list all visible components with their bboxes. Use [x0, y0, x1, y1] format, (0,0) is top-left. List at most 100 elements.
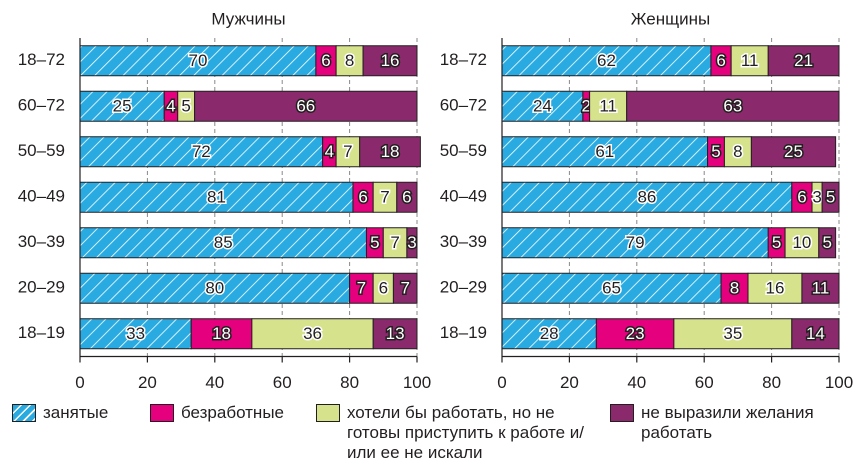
- value-label: 72: [192, 142, 211, 161]
- bar-segment: [673, 318, 793, 350]
- bar-segment: [392, 272, 418, 304]
- bar-segment: [362, 45, 418, 77]
- value-label: 5: [822, 233, 831, 252]
- x-tick-label: 80: [340, 373, 359, 392]
- legend-swatch: [12, 404, 36, 422]
- bar-segment: [359, 136, 421, 168]
- x-tick-label: 20: [138, 373, 157, 392]
- y-tick-label: 50–59: [18, 141, 65, 160]
- legend-swatch: [610, 404, 634, 422]
- value-label: 8: [730, 279, 739, 298]
- legend-swatch: [150, 404, 174, 422]
- value-label: 33: [126, 324, 145, 343]
- value-label: 35: [723, 324, 742, 343]
- value-label: 63: [723, 97, 742, 116]
- bar-segment: [720, 272, 749, 304]
- value-label: 5: [370, 233, 379, 252]
- bar-segment: [406, 227, 418, 259]
- bar-segment: [747, 272, 803, 304]
- value-label: 86: [637, 188, 656, 207]
- value-label: 23: [626, 324, 645, 343]
- value-label: 3: [407, 233, 416, 252]
- x-tick-label: 100: [825, 373, 853, 392]
- y-tick-label: 18–72: [440, 50, 487, 69]
- value-label: 5: [772, 233, 781, 252]
- chart-title: Женщины: [631, 9, 710, 28]
- value-label: 8: [733, 142, 742, 161]
- value-label: 13: [386, 324, 405, 343]
- chart-title: Мужчины: [211, 9, 285, 28]
- bar-segment: [79, 45, 317, 77]
- value-label: 3: [812, 188, 821, 207]
- value-label: 7: [400, 279, 409, 298]
- value-label: 18: [381, 142, 400, 161]
- bar-segment: [79, 90, 165, 122]
- value-label: 6: [716, 51, 725, 70]
- value-label: 21: [794, 51, 813, 70]
- value-label: 80: [205, 279, 224, 298]
- y-tick-label: 18–72: [18, 50, 65, 69]
- bar-segment: [396, 181, 418, 213]
- y-tick-label: 30–39: [440, 232, 487, 251]
- bar-segment: [501, 272, 722, 304]
- value-label: 85: [214, 233, 233, 252]
- y-tick-label: 30–39: [18, 232, 65, 251]
- bar-segment: [821, 181, 840, 213]
- y-tick-label: 40–49: [18, 187, 65, 206]
- value-label: 5: [181, 97, 190, 116]
- value-label: 4: [166, 97, 175, 116]
- legend-label: безработные: [181, 403, 284, 422]
- value-label: 6: [379, 279, 388, 298]
- legend-label: не выразили желания работать: [641, 403, 814, 442]
- bar-segment: [335, 45, 364, 77]
- bar-segment: [79, 136, 324, 168]
- x-tick-label: 40: [627, 373, 646, 392]
- x-tick-label: 20: [560, 373, 579, 392]
- bar-segment: [589, 90, 628, 122]
- value-label: 5: [711, 142, 720, 161]
- x-tick-label: 60: [695, 373, 714, 392]
- bar-segment: [79, 181, 354, 213]
- value-label: 65: [602, 279, 621, 298]
- x-tick-label: 100: [403, 373, 431, 392]
- value-label: 36: [303, 324, 322, 343]
- value-label: 70: [188, 51, 207, 70]
- bar-segment: [190, 318, 253, 350]
- value-label: 79: [626, 233, 645, 252]
- value-label: 18: [212, 324, 231, 343]
- value-label: 11: [741, 51, 759, 70]
- bar-segment: [501, 227, 769, 259]
- bar-segment: [801, 272, 840, 304]
- bar-segment: [251, 318, 374, 350]
- bar-segment: [501, 136, 709, 168]
- bar-segment: [501, 45, 712, 77]
- bar-segment: [595, 318, 675, 350]
- value-label: 6: [358, 188, 367, 207]
- value-label: 5: [826, 188, 835, 207]
- value-label: 81: [207, 188, 226, 207]
- value-label: 6: [321, 51, 330, 70]
- legend-label: занятые: [43, 403, 109, 422]
- value-label: 11: [812, 279, 830, 298]
- y-tick-label: 18–19: [440, 323, 487, 342]
- value-label: 25: [784, 142, 803, 161]
- value-label: 6: [797, 188, 806, 207]
- bar-segment: [791, 318, 840, 350]
- bar-segment: [501, 181, 793, 213]
- bar-segment: [767, 45, 840, 77]
- value-label: 7: [343, 142, 352, 161]
- value-label: 62: [597, 51, 616, 70]
- value-label: 11: [599, 97, 617, 116]
- value-label: 25: [113, 97, 132, 116]
- y-tick-label: 60–72: [440, 96, 487, 115]
- value-label: 6: [402, 188, 411, 207]
- value-label: 10: [792, 233, 811, 252]
- x-tick-label: 0: [75, 373, 84, 392]
- y-tick-label: 20–29: [440, 278, 487, 297]
- y-tick-label: 20–29: [18, 278, 65, 297]
- value-label: 7: [380, 188, 389, 207]
- x-tick-label: 60: [273, 373, 292, 392]
- y-tick-label: 40–49: [440, 187, 487, 206]
- x-tick-label: 80: [762, 373, 781, 392]
